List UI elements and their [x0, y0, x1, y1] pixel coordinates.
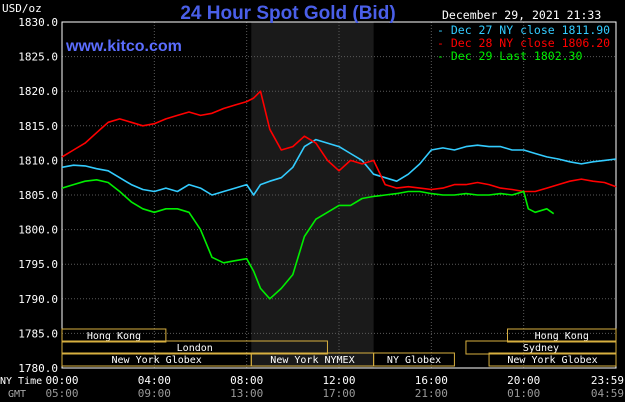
y-tick-label: 1830.0 — [18, 16, 58, 29]
legend-entry: - Dec 29 Last 1802.30 — [437, 49, 582, 63]
y-tick-label: 1820.0 — [18, 85, 58, 98]
series-layer — [61, 90, 617, 300]
session-bar: NY Globex — [373, 352, 455, 367]
timestamp: December 29, 2021 21:33 — [442, 8, 601, 22]
x-tick-label-gmt: 13:00 — [230, 387, 263, 400]
x-tick-label-gmt: 05:00 — [45, 387, 78, 400]
y-tick-label: 1785.0 — [18, 327, 58, 340]
x-tick-label-ny: 23:59 — [591, 374, 624, 387]
y-tick-label: 1810.0 — [18, 154, 58, 167]
session-label: New York Globex — [111, 355, 201, 366]
x-tick-label-ny: 16:00 — [415, 374, 448, 387]
session-bar-outline — [507, 328, 617, 343]
legend: - Dec 27 NY close 1811.90- Dec 28 NY clo… — [437, 23, 610, 63]
series-line-2 — [61, 90, 617, 193]
x-tick-label-gmt: 01:00 — [507, 387, 540, 400]
x-tick-label-ny: 12:00 — [322, 374, 355, 387]
session-label: New York NYMEX — [270, 355, 354, 366]
session-label: Sydney — [523, 343, 559, 354]
session-bar: Hong Kong — [61, 328, 167, 343]
x-tick-label-ny: 08:00 — [230, 374, 263, 387]
gmt-row-label: GMT — [8, 389, 26, 400]
y-tick-label: 1795.0 — [18, 258, 58, 271]
session-label: Hong Kong — [87, 331, 141, 342]
session-label: New York Globex — [507, 355, 597, 366]
y-axis-tick-labels: 1780.0 1785.0 1790.0 1795.0 1800.0 1805.0 1810… — [18, 16, 58, 375]
y-axis-label: USD/oz — [2, 2, 42, 15]
session-bar: London — [61, 340, 328, 355]
x-tick-label-ny: 04:00 — [138, 374, 171, 387]
y-tick-label: 1815.0 — [18, 120, 58, 133]
legend-entry: - Dec 28 NY close 1806.20 — [437, 36, 610, 50]
session-bar-outline — [488, 352, 617, 367]
session-bar-outline — [61, 328, 167, 343]
x-tick-label-ny: 20:00 — [507, 374, 540, 387]
watermark: www.kitco.com — [65, 38, 182, 55]
y-tick-label: 1825.0 — [18, 51, 58, 64]
x-tick-label-gmt: 09:00 — [138, 387, 171, 400]
y-tick-label: 1790.0 — [18, 293, 58, 306]
session-bar: Sydney — [465, 340, 617, 355]
x-tick-label-gmt: 17:00 — [322, 387, 355, 400]
session-bar-outline — [373, 352, 455, 367]
x-tick-label-gmt: 04:59 — [591, 387, 624, 400]
session-bar: Hong Kong — [507, 328, 617, 343]
session-label: Hong Kong — [535, 331, 589, 342]
session-label: London — [177, 343, 213, 354]
y-tick-label: 1780.0 — [18, 362, 58, 375]
x-tick-label-ny: 00:00 — [45, 374, 78, 387]
series-line-3 — [61, 179, 555, 300]
plot-border — [61, 21, 617, 369]
series-line-1 — [61, 138, 617, 196]
session-bar: New York Globex — [488, 352, 617, 367]
ny-time-row-label: NY Time — [0, 376, 42, 387]
x-tick-label-gmt: 21:00 — [415, 387, 448, 400]
session-label: NY Globex — [387, 355, 441, 366]
chart-title: 24 Hour Spot Gold (Bid) — [180, 3, 395, 24]
y-tick-label: 1800.0 — [18, 224, 58, 237]
session-bar-outline — [465, 340, 617, 355]
session-bar-outline — [61, 340, 328, 355]
y-tick-label: 1805.0 — [18, 189, 58, 202]
legend-entry: - Dec 27 NY close 1811.90 — [437, 23, 610, 37]
